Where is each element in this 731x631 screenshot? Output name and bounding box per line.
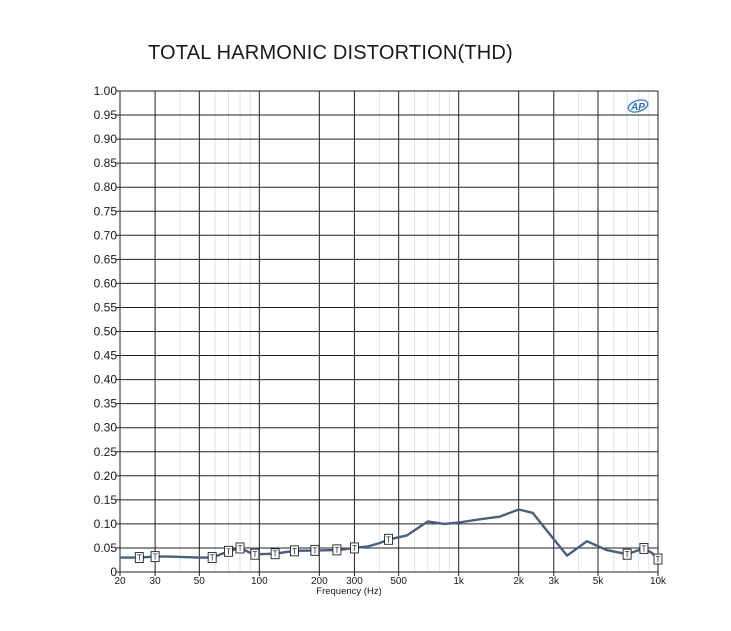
marker-box <box>224 545 233 557</box>
data-marker: T <box>384 533 394 545</box>
data-marker: T <box>224 545 233 557</box>
marker-box <box>310 544 320 556</box>
marker-box <box>250 548 260 560</box>
marker-box <box>235 542 245 554</box>
marker-box <box>150 551 160 563</box>
y-tick-label: 0.10 <box>94 517 118 531</box>
ap-logo-icon: AP <box>627 99 649 113</box>
marker-label: T <box>292 547 297 556</box>
marker-box <box>207 552 217 564</box>
data-marker: T <box>289 545 299 557</box>
y-tick-label: 0.65 <box>94 252 118 266</box>
marker-label: T <box>625 550 630 559</box>
x-axis-ticks: 20 30 50 100 200 300 500 1k 2k 3k 5k 10k <box>114 572 667 587</box>
x-tick-label: 10k <box>650 576 667 587</box>
y-tick-label: 0.25 <box>94 445 118 459</box>
data-marker: T <box>639 542 649 554</box>
marker-label: T <box>153 553 158 562</box>
y-tick-label: 0.60 <box>94 276 118 290</box>
y-tick-label: 0.85 <box>94 156 118 170</box>
data-marker: T <box>270 548 280 560</box>
x-axis-label: Frequency (Hz) <box>316 586 381 597</box>
chart-title: TOTAL HARMONIC DISTORTION(THD) <box>148 42 513 64</box>
x-tick-label: 50 <box>194 576 206 587</box>
marker-box <box>134 552 144 564</box>
marker-label: T <box>386 535 391 544</box>
x-tick-label: 300 <box>346 576 363 587</box>
marker-label: T <box>210 554 215 563</box>
y-tick-label: 0.35 <box>94 397 118 411</box>
y-tick-label: 0.70 <box>94 228 118 242</box>
marker-box <box>622 548 632 560</box>
y-tick-label: 0.15 <box>94 493 118 507</box>
data-marker: T <box>235 542 245 554</box>
data-marker: T <box>653 553 663 565</box>
marker-box <box>289 545 299 557</box>
marker-label: T <box>252 550 257 559</box>
marker-box <box>349 542 359 554</box>
y-tick-label: 0.80 <box>94 180 118 194</box>
x-tick-label: 2k <box>513 576 525 587</box>
data-marker: T <box>134 552 144 564</box>
marker-label: T <box>641 544 646 553</box>
marker-label: T <box>226 547 231 556</box>
marker-box <box>270 548 280 560</box>
marker-box <box>653 553 663 565</box>
marker-label: T <box>656 555 661 564</box>
data-marker: T <box>150 551 160 563</box>
marker-box <box>332 544 342 556</box>
y-tick-label: 0.50 <box>94 325 118 339</box>
marker-label: T <box>334 546 339 555</box>
y-tick-label: 0.05 <box>94 541 118 555</box>
y-axis-ticks: 0 0.05 0.10 0.15 0.20 0.25 0.30 0.35 0.40 0.45 0.5… <box>94 84 120 579</box>
marker-box <box>384 533 394 545</box>
x-tick-label: 20 <box>114 576 126 587</box>
x-tick-label: 500 <box>390 576 407 587</box>
data-marker: T <box>207 552 217 564</box>
y-tick-label: 0.95 <box>94 108 118 122</box>
y-tick-label: 0.55 <box>94 300 118 314</box>
y-tick-label: 0.45 <box>94 349 118 363</box>
y-tick-label: 1.00 <box>94 84 118 98</box>
marker-label: T <box>273 550 278 559</box>
x-tick-label: 1k <box>453 576 465 587</box>
data-marker: T <box>332 544 342 556</box>
ap-logo-text: AP <box>630 102 645 113</box>
y-tick-label: 0.40 <box>94 373 118 387</box>
marker-box <box>639 542 649 554</box>
data-marker: T <box>622 548 632 560</box>
data-marker: T <box>310 544 320 556</box>
ap-logo-swoosh <box>627 99 649 113</box>
y-tick-label: 0.75 <box>94 204 118 218</box>
y-tick-label: 0 <box>110 565 117 579</box>
marker-label: T <box>137 554 142 563</box>
x-tick-label: 100 <box>251 576 268 587</box>
marker-label: T <box>312 546 317 555</box>
x-tick-label: 200 <box>311 576 328 587</box>
y-tick-label: 0.20 <box>94 469 118 483</box>
x-tick-label: 3k <box>548 576 560 587</box>
y-tick-label: 0.90 <box>94 132 118 146</box>
x-tick-label: 5k <box>593 576 605 587</box>
major-grid <box>119 90 659 573</box>
x-tick-label: 30 <box>150 576 162 587</box>
marker-label: T <box>238 544 243 553</box>
data-marker: T <box>349 542 359 554</box>
marker-label: T <box>352 544 357 553</box>
data-marker: T <box>250 548 260 560</box>
y-tick-label: 0.30 <box>94 421 118 435</box>
